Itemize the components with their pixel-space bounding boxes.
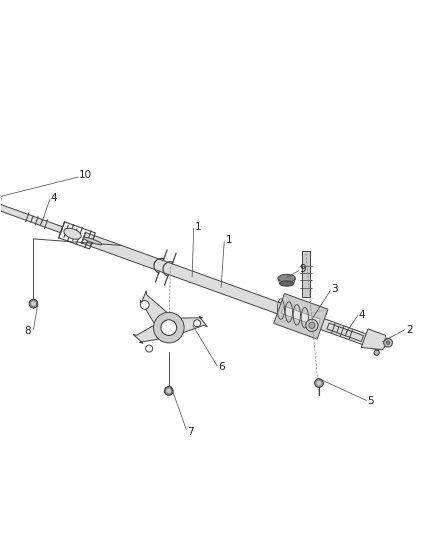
Polygon shape: [281, 306, 320, 327]
Text: 1: 1: [226, 235, 232, 245]
Text: 4: 4: [359, 310, 365, 319]
Text: 2: 2: [406, 325, 413, 335]
Polygon shape: [0, 201, 63, 233]
Circle shape: [374, 350, 379, 356]
Polygon shape: [140, 290, 177, 334]
Circle shape: [386, 341, 390, 344]
Circle shape: [317, 381, 321, 385]
Circle shape: [141, 301, 149, 309]
Circle shape: [166, 389, 171, 393]
Ellipse shape: [64, 228, 81, 239]
Polygon shape: [0, 197, 1, 214]
Text: 9: 9: [300, 264, 307, 273]
Circle shape: [161, 320, 177, 335]
Polygon shape: [274, 294, 328, 339]
Polygon shape: [302, 251, 310, 296]
Ellipse shape: [83, 237, 102, 245]
Polygon shape: [167, 316, 207, 337]
Circle shape: [314, 379, 323, 387]
Circle shape: [306, 319, 318, 332]
Polygon shape: [133, 319, 172, 343]
Text: 10: 10: [79, 170, 92, 180]
Circle shape: [31, 302, 35, 306]
Ellipse shape: [280, 281, 293, 286]
Circle shape: [164, 386, 173, 395]
Text: 1: 1: [195, 222, 201, 232]
Polygon shape: [361, 329, 387, 350]
Circle shape: [194, 320, 201, 327]
Ellipse shape: [278, 274, 295, 282]
Text: 6: 6: [218, 362, 225, 372]
Circle shape: [146, 345, 152, 352]
Circle shape: [153, 312, 184, 343]
Text: 4: 4: [51, 192, 57, 203]
Circle shape: [384, 338, 392, 347]
Text: 8: 8: [25, 326, 32, 336]
Text: 5: 5: [367, 396, 374, 406]
Circle shape: [29, 299, 38, 308]
Polygon shape: [327, 323, 364, 342]
Polygon shape: [81, 232, 382, 350]
Text: 7: 7: [187, 426, 194, 437]
Circle shape: [309, 322, 315, 328]
Text: 3: 3: [332, 284, 338, 294]
